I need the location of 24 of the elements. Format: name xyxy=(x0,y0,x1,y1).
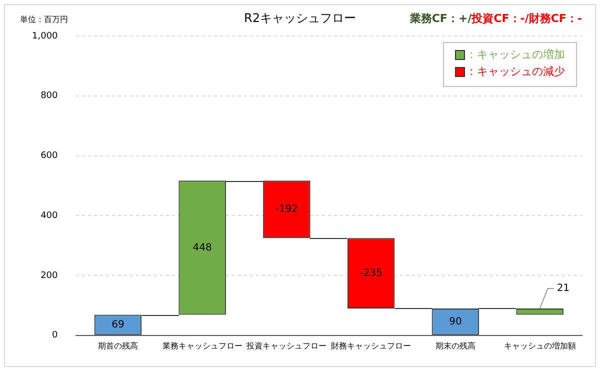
chart-title: R2キャッシュフロー xyxy=(244,11,356,26)
data-label: -235 xyxy=(360,268,382,279)
x-tick-label: 業務キャッシュフロー xyxy=(162,341,242,350)
data-label: 448 xyxy=(192,242,212,254)
y-tick-label: 0 xyxy=(52,330,58,341)
text: 業務CF：+/ xyxy=(408,12,473,25)
y-tick-label: 200 xyxy=(40,270,58,281)
y-tick-label: 1,000 xyxy=(32,31,58,42)
text: 単位：百万円 xyxy=(20,15,68,24)
y-tick-label: 400 xyxy=(40,210,58,221)
x-tick-label: 期首の残高 xyxy=(98,341,138,350)
y-tick-label: 800 xyxy=(40,91,58,102)
x-tick-label: 財務キャッシュフロー xyxy=(331,341,412,350)
x-tick-label: 期末の残高 xyxy=(435,341,476,350)
data-label: 69 xyxy=(112,319,124,330)
text: 投資CF：-/財務CF：- xyxy=(470,12,582,25)
x-tick-label: 投資キャッシュフロー xyxy=(246,341,327,350)
data-label: 21 xyxy=(556,283,570,294)
x-tick-label: キャッシュの増加額 xyxy=(504,341,576,350)
legend-label: ：キャッシュの増加 xyxy=(466,48,565,61)
data-label: -192 xyxy=(275,204,298,215)
data-label: 90 xyxy=(449,316,462,328)
y-tick-label: 600 xyxy=(40,151,58,162)
legend-label: ：キャッシュの減少 xyxy=(466,64,565,78)
